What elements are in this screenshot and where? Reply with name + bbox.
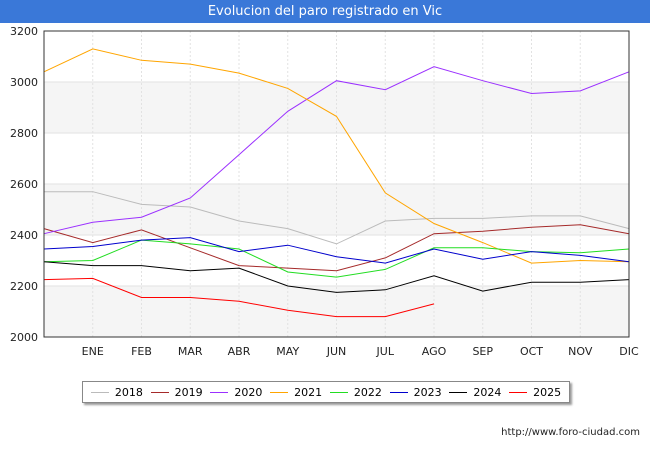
- x-tick-label: ABR: [228, 345, 251, 358]
- y-tick-label: 2200: [10, 280, 38, 293]
- x-tick-label: JUN: [326, 345, 347, 358]
- chart-title-bar: Evolucion del paro registrado en Vic: [0, 0, 650, 23]
- y-tick-label: 2400: [10, 229, 38, 242]
- series-line-2023: [43, 237, 630, 264]
- legend-swatch: [449, 391, 468, 393]
- series-line-2020: [43, 66, 630, 235]
- legend-label: 2018: [114, 385, 143, 399]
- legend-item-2025: 2025: [509, 386, 561, 399]
- series-line-2025: [43, 277, 435, 318]
- source-credit: http://www.foro-ciudad.com: [501, 427, 640, 438]
- x-tick-label: SEP: [472, 345, 493, 358]
- x-tick-label: MAY: [276, 345, 299, 358]
- legend-swatch: [270, 391, 289, 393]
- series-line-2024: [43, 261, 630, 293]
- legend-swatch: [150, 391, 169, 393]
- y-tick-label: 3200: [10, 25, 38, 38]
- legend-label: 2024: [473, 385, 502, 399]
- series-line-2018: [44, 191, 630, 245]
- series-lines: [43, 48, 630, 318]
- legend-item-2024: 2024: [449, 386, 501, 399]
- x-axis-ticks: ENE FEB MAR ABR MAY JUN JUL AGO SEP OCT NOV DIC: [82, 345, 639, 358]
- x-tick-label: OCT: [520, 345, 543, 358]
- x-tick-label: FEB: [131, 345, 152, 358]
- legend-label: 2025: [533, 385, 562, 399]
- series-line-2019: [43, 224, 630, 272]
- axes: [43, 30, 630, 338]
- legend-label: 2020: [234, 385, 263, 399]
- legend-label: 2019: [174, 385, 203, 399]
- legend-item-2020: 2020: [210, 386, 262, 399]
- legend: 2018 2019 2020 2021 2022 2023 2024 2025: [82, 381, 570, 403]
- x-tick-label: AGO: [422, 345, 447, 358]
- y-tick-label: 2800: [10, 127, 38, 140]
- y-tick-label: 3000: [10, 76, 38, 89]
- plot-frame: [43, 30, 630, 338]
- legend-item-2019: 2019: [150, 385, 203, 399]
- legend-swatch: [509, 391, 528, 393]
- legend-item-2021: 2021: [270, 386, 322, 399]
- y-tick-label: 2600: [10, 178, 38, 191]
- legend-swatch: [389, 391, 408, 393]
- chart-title: Evolucion del paro registrado en Vic: [207, 4, 443, 19]
- legend-swatch: [329, 391, 348, 393]
- legend-item-2018: 2018: [90, 385, 143, 399]
- legend-swatch: [90, 391, 109, 393]
- y-axis-ticks: 2000 2200 2400 2600 2800 3000 3200: [10, 25, 38, 344]
- x-tick-label: DIC: [619, 345, 639, 358]
- legend-label: 2023: [413, 385, 442, 399]
- y-tick-label: 2000: [10, 331, 38, 344]
- x-tick-label: NOV: [568, 345, 593, 358]
- legend-label: 2021: [294, 385, 323, 399]
- legend-item-2022: 2022: [329, 385, 382, 399]
- legend-label: 2022: [353, 385, 382, 399]
- x-tick-label: MAR: [178, 345, 203, 358]
- x-tick-label: ENE: [82, 345, 104, 358]
- legend-item-2023: 2023: [389, 385, 442, 399]
- legend-swatch: [210, 391, 229, 393]
- series-line-2021: [43, 48, 630, 264]
- x-tick-label: JUL: [376, 345, 395, 358]
